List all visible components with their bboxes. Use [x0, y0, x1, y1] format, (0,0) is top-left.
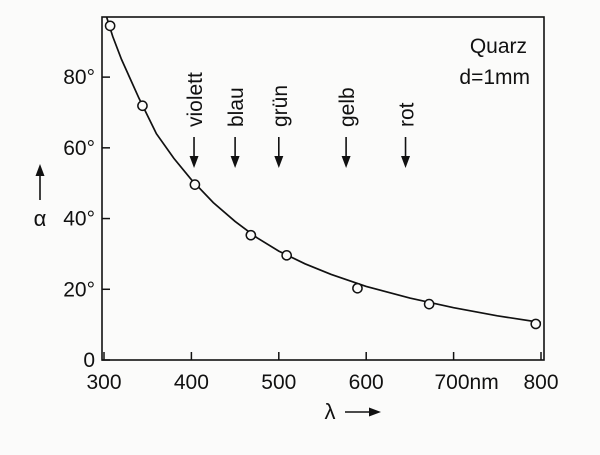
data-point [137, 100, 148, 112]
x-axis-arrow-icon [345, 407, 381, 417]
x-tick-label: 500 [261, 371, 296, 394]
data-point [104, 20, 116, 32]
wavelength-marker-label: violett [184, 72, 207, 127]
x-tick-label: 600 [349, 371, 384, 394]
arrowhead-icon [341, 156, 351, 168]
x-tick-label: 300 [86, 371, 121, 394]
wavelength-marker-label: rot [396, 102, 419, 127]
arrowhead-icon [401, 156, 411, 168]
data-point [281, 249, 293, 261]
wavelength-marker: grün [269, 85, 292, 168]
y-tick-label: 20° [63, 278, 95, 301]
data-point [189, 179, 201, 190]
x-axis-ticks: 300 400 500 600 700nm 800 [86, 352, 559, 394]
data-point [352, 282, 363, 294]
plot-frame [101, 16, 545, 361]
fit-curve [105, 16, 542, 324]
wavelength-marker: blau [225, 87, 248, 168]
arrowhead-icon [230, 156, 240, 168]
x-tick-label: 700nm [434, 371, 498, 394]
wavelength-marker: gelb [336, 87, 359, 168]
wavelength-markers: violett blau grün gelb rot [184, 72, 419, 168]
wavelength-marker-label: gelb [336, 87, 359, 127]
y-axis-ticks: 0 20° 40° 60° 80° [63, 66, 110, 372]
data-point [530, 318, 542, 330]
fit-curve-layer [105, 16, 542, 324]
data-point [245, 229, 257, 241]
x-tick-label: 400 [174, 371, 209, 394]
wavelength-marker: rot [396, 102, 419, 168]
arrowhead-icon [274, 156, 284, 168]
y-tick-label: 80° [63, 66, 95, 89]
y-tick-label: 40° [63, 208, 95, 231]
thickness-annotation: d=1mm [459, 66, 530, 89]
data-point [423, 298, 435, 310]
material-annotation: Quarz [470, 35, 527, 58]
y-axis-arrow-icon [35, 164, 45, 200]
x-axis-label: λ [325, 399, 336, 424]
data-points [104, 20, 542, 330]
wavelength-marker: violett [184, 72, 207, 168]
arrowhead-icon [189, 156, 199, 168]
y-tick-label: 0 [83, 349, 95, 372]
wavelength-marker-label: grün [269, 85, 292, 127]
y-axis-label: α [34, 206, 47, 231]
x-tick-label: 800 [523, 371, 558, 394]
y-tick-label: 60° [63, 137, 95, 160]
wavelength-marker-label: blau [225, 87, 248, 127]
